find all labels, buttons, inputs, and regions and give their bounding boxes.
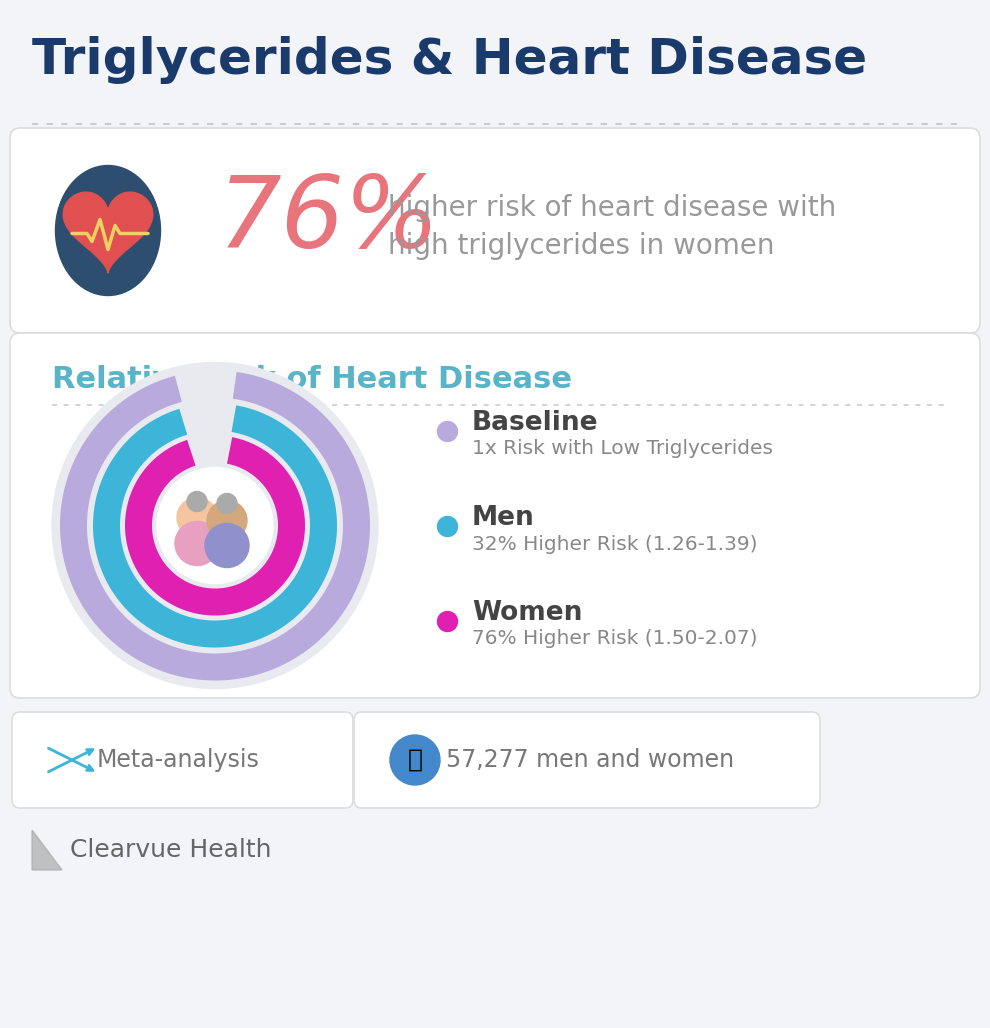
Circle shape <box>177 498 217 538</box>
Text: Triglycerides & Heart Disease: Triglycerides & Heart Disease <box>32 36 867 84</box>
Text: Baseline: Baseline <box>472 410 599 436</box>
Polygon shape <box>60 372 370 681</box>
FancyBboxPatch shape <box>10 333 980 698</box>
Text: 👥: 👥 <box>408 748 423 772</box>
Text: 76%: 76% <box>218 172 441 269</box>
Ellipse shape <box>55 166 160 295</box>
FancyBboxPatch shape <box>12 712 353 808</box>
Circle shape <box>175 521 219 565</box>
Polygon shape <box>32 830 62 870</box>
Circle shape <box>187 491 207 512</box>
Circle shape <box>205 523 249 567</box>
Circle shape <box>157 468 273 584</box>
Circle shape <box>52 363 378 689</box>
Text: Meta-analysis: Meta-analysis <box>97 748 259 772</box>
Text: higher risk of heart disease with: higher risk of heart disease with <box>388 194 837 222</box>
Circle shape <box>390 735 440 785</box>
Text: Relative Risk of Heart Disease: Relative Risk of Heart Disease <box>52 365 572 394</box>
Polygon shape <box>125 437 305 616</box>
Circle shape <box>207 501 247 541</box>
FancyBboxPatch shape <box>354 712 820 808</box>
Text: Men: Men <box>472 505 535 531</box>
Polygon shape <box>63 192 152 273</box>
Text: 1x Risk with Low Triglycerides: 1x Risk with Low Triglycerides <box>472 440 773 458</box>
Text: 76% Higher Risk (1.50-2.07): 76% Higher Risk (1.50-2.07) <box>472 629 757 649</box>
Text: Women: Women <box>472 600 582 626</box>
Circle shape <box>217 493 237 514</box>
Text: 57,277 men and women: 57,277 men and women <box>446 748 734 772</box>
Text: 32% Higher Risk (1.26-1.39): 32% Higher Risk (1.26-1.39) <box>472 535 757 553</box>
FancyBboxPatch shape <box>10 128 980 333</box>
Text: Clearvue Health: Clearvue Health <box>70 838 271 862</box>
Text: high triglycerides in women: high triglycerides in women <box>388 231 774 259</box>
Polygon shape <box>93 405 337 648</box>
